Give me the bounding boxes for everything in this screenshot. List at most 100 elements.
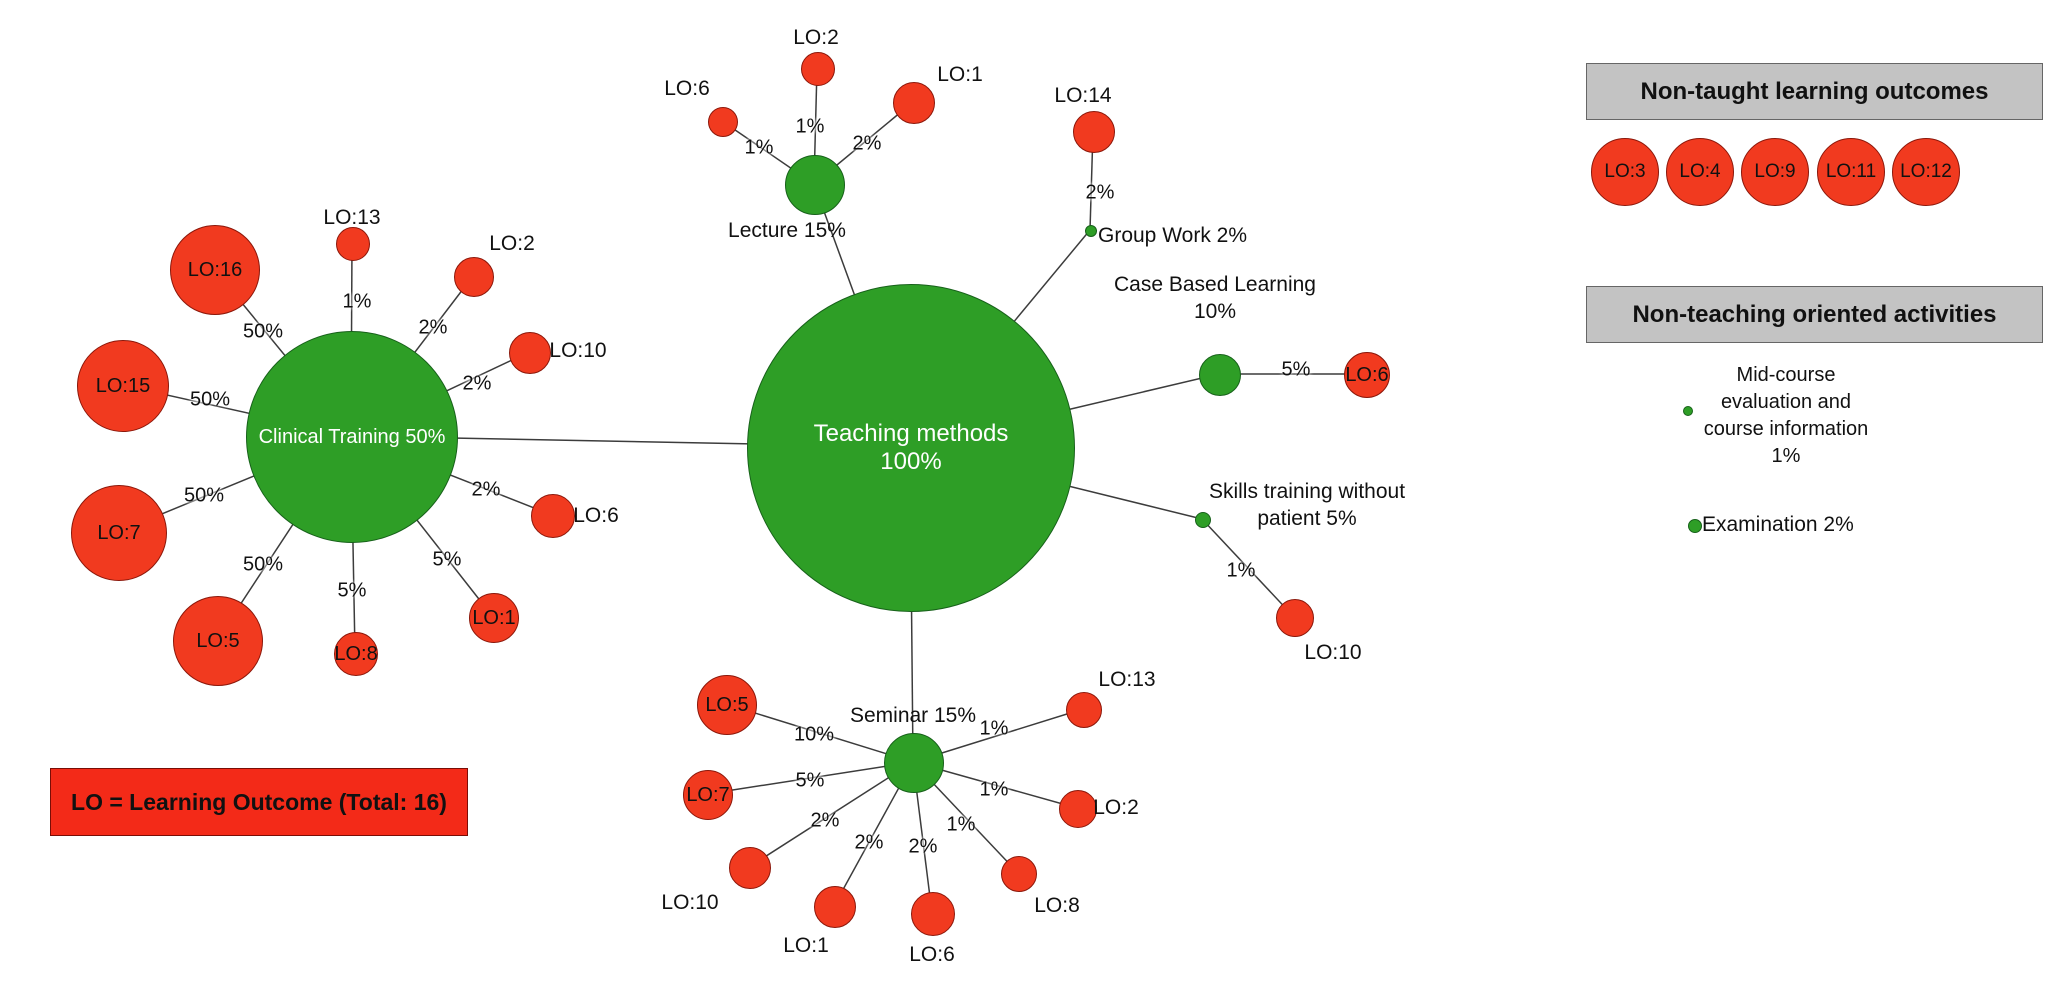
pct-clinical-lo1: 5% [432, 548, 462, 571]
label-case-based-learning-title: Case Based Learning [1114, 273, 1316, 296]
pct-seminar-lo6: 2% [908, 835, 938, 858]
pct-lecture-lo6: 1% [744, 136, 774, 159]
node-clinical-lo13 [336, 227, 370, 261]
label-seminar-lo13: LO:13 [1098, 668, 1156, 691]
panel-header-non-taught-title: Non-taught learning outcomes [1640, 77, 1989, 105]
node-non-taught-lo9: LO:9 [1741, 138, 1809, 206]
node-seminar-lo6 [911, 892, 955, 936]
node-clinical-lo6 [531, 494, 575, 538]
midcourse-line1: Mid-course [1736, 364, 1836, 386]
node-clinical-lo8: LO:8 [334, 632, 378, 676]
node-clinical-lo15: LO:15 [77, 340, 169, 432]
node-case-based-lo6-label: LO:6 [1345, 363, 1389, 386]
panel-header-non-teaching-title: Non-teaching oriented activities [1632, 300, 1997, 328]
midcourse-dot [1683, 406, 1693, 416]
label-seminar-lo6: LO:6 [909, 943, 955, 966]
node-clinical-lo2 [454, 257, 494, 297]
label-clinical-lo10: LO:10 [549, 339, 607, 362]
node-skills-training [1195, 512, 1211, 528]
node-non-taught-lo3-label: LO:3 [1604, 161, 1646, 183]
label-group-work-lo14: LO:14 [1054, 84, 1112, 107]
pct-lecture-lo2: 1% [795, 115, 825, 138]
label-lecture-lo2: LO:2 [793, 26, 839, 49]
node-teaching-methods-text: Teaching methods 100% [814, 420, 1009, 475]
label-lecture-lo1: LO:1 [937, 63, 983, 86]
midcourse-line3: course information [1703, 418, 1869, 440]
pct-clinical-lo8: 5% [337, 579, 367, 602]
label-clinical-lo6: LO:6 [573, 504, 619, 527]
label-skills-training-line2: patient 5% [1257, 507, 1357, 530]
node-lecture-lo6 [708, 107, 738, 137]
node-clinical-lo5: LO:5 [173, 596, 263, 686]
pct-lecture-lo1: 2% [852, 132, 882, 155]
node-non-taught-lo11: LO:11 [1817, 138, 1885, 206]
node-teaching-methods: Teaching methods 100% [747, 284, 1075, 612]
pct-clinical-lo6: 2% [471, 478, 501, 501]
node-group-work-lo14 [1073, 111, 1115, 153]
node-non-taught-lo12: LO:12 [1892, 138, 1960, 206]
node-group-work [1085, 225, 1097, 237]
pct-clinical-lo15: 50% [189, 388, 231, 411]
node-non-taught-lo3: LO:3 [1591, 138, 1659, 206]
node-seminar-lo7: LO:7 [683, 770, 733, 820]
node-clinical-lo5-label: LO:5 [196, 629, 240, 652]
node-clinical-lo16: LO:16 [170, 225, 260, 315]
node-seminar [884, 733, 944, 793]
label-seminar-lo2: LO:2 [1093, 796, 1139, 819]
pct-skills-lo10: 1% [1226, 559, 1256, 582]
node-non-taught-lo9-label: LO:9 [1754, 161, 1796, 183]
pct-clinical-lo2: 2% [418, 316, 448, 339]
pct-clinical-lo5: 50% [242, 553, 284, 576]
label-skills-training-line1: Skills training without [1208, 480, 1406, 503]
node-clinical-lo7-label: LO:7 [97, 521, 141, 544]
label-seminar-lo8: LO:8 [1034, 894, 1080, 917]
node-teaching-methods-pct: 100% [880, 448, 942, 475]
pct-case-based-lo6: 5% [1281, 358, 1311, 381]
pct-seminar-lo5: 10% [793, 723, 835, 746]
examination-text: Examination 2% [1702, 513, 1854, 536]
label-lecture-lo6: LO:6 [664, 77, 710, 100]
pct-clinical-lo16: 50% [242, 320, 284, 343]
node-clinical-training: Clinical Training 50% [246, 331, 458, 543]
label-case-based-learning-pct: 10% [1193, 300, 1237, 323]
legend-box: LO = Learning Outcome (Total: 16) [50, 768, 468, 836]
pct-group-work-lo14: 2% [1085, 181, 1115, 204]
node-seminar-lo10 [729, 847, 771, 889]
label-seminar-lo1: LO:1 [783, 934, 829, 957]
node-seminar-lo1 [814, 886, 856, 928]
node-clinical-lo8-label: LO:8 [334, 642, 378, 665]
node-non-taught-lo11-label: LO:11 [1825, 161, 1877, 183]
pct-seminar-lo2: 1% [979, 778, 1009, 801]
node-lecture-lo2 [801, 52, 835, 86]
panel-header-non-taught: Non-taught learning outcomes [1586, 63, 2043, 120]
node-clinical-lo15-label: LO:15 [95, 374, 151, 397]
pct-clinical-lo10: 2% [462, 372, 492, 395]
node-clinical-lo16-label: LO:16 [187, 258, 243, 281]
node-skills-lo10 [1276, 599, 1314, 637]
label-case-based-learning: Case Based Learning 10% [1114, 271, 1316, 325]
node-seminar-lo5-label: LO:5 [705, 693, 749, 716]
node-non-taught-lo12-label: LO:12 [1900, 161, 1952, 183]
node-seminar-lo7-label: LO:7 [686, 783, 730, 806]
node-seminar-lo8 [1001, 856, 1037, 892]
node-clinical-training-label: Clinical Training 50% [258, 425, 446, 448]
node-case-based-lo6: LO:6 [1344, 352, 1390, 398]
label-group-work: Group Work 2% [1098, 224, 1247, 247]
pct-seminar-lo7: 5% [795, 769, 825, 792]
label-skills-training: Skills training without patient 5% [1209, 478, 1405, 532]
label-clinical-lo13: LO:13 [323, 206, 381, 229]
node-clinical-lo10 [509, 332, 551, 374]
label-lecture: Lecture 15% [728, 219, 846, 242]
pct-clinical-lo7: 50% [183, 484, 225, 507]
node-non-taught-lo4-label: LO:4 [1679, 161, 1721, 183]
node-seminar-lo13 [1066, 692, 1102, 728]
node-seminar-lo5: LO:5 [697, 675, 757, 735]
node-teaching-methods-label: Teaching methods [813, 420, 1009, 448]
node-non-taught-lo4: LO:4 [1666, 138, 1734, 206]
pct-seminar-lo1: 2% [854, 831, 884, 854]
pct-seminar-lo8: 1% [946, 813, 976, 836]
panel-header-non-teaching: Non-teaching oriented activities [1586, 286, 2043, 343]
node-clinical-lo1: LO:1 [469, 593, 519, 643]
node-case-based-learning [1199, 354, 1241, 396]
